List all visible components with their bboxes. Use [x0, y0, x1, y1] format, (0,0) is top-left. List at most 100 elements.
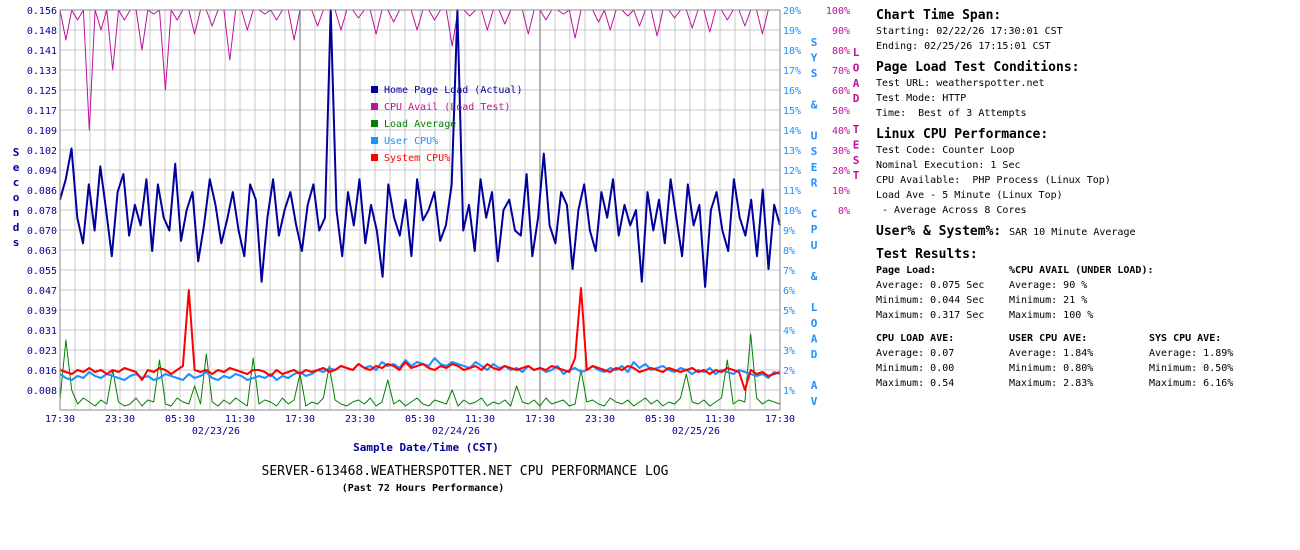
y-tick-label-left: 0.109 [27, 126, 57, 137]
y-tick-label-right-cpu: 2% [783, 366, 795, 377]
test-mode: Test Mode: HTTP [876, 93, 967, 104]
y-tick-label-left: 0.039 [27, 306, 57, 317]
chart-series [59, 9, 781, 407]
y-tick-label-right-load: 50% [832, 106, 850, 117]
series-line-load-average [59, 333, 781, 407]
x-tick-label: 23:30 [585, 414, 615, 425]
user-cpu-avg: Average: 1.84% [1009, 348, 1094, 359]
results-row: Page Load: %CPU AVAIL (UNDER LOAD): [876, 263, 1286, 278]
cpu-avail-head: %CPU AVAIL (UNDER LOAD): [1009, 265, 1154, 276]
y-tick-label-left: 0.086 [27, 186, 57, 197]
y-tick-label-left: 0.094 [27, 166, 57, 177]
y-tick-label-right-cpu: 8% [783, 246, 795, 257]
page-load-min: Minimum: 0.044 Sec [876, 295, 985, 306]
chart-subtitle: (Past 72 Hours Performance) [342, 483, 505, 494]
legend-label: User CPU% [384, 136, 438, 147]
test-url: Test URL: weatherspotter.net [876, 78, 1045, 89]
chart-legend: Home Page Load (Actual) CPU Avail (Load T… [371, 85, 522, 164]
results-row: Maximum: 0.317 Sec Maximum: 100 % [876, 308, 1286, 323]
y-tick-label-right-cpu: 6% [783, 286, 795, 297]
cpu-performance-chart: 0.156 20% 0.148 19% 0.141 18% 0.133 17% 0.125 16%… [13, 6, 860, 494]
y-tick-label-left: 0.148 [27, 26, 57, 37]
averages-row: Average: 0.07 Average: 1.84% Average: 1.… [876, 346, 1286, 361]
averages-row: CPU LOAD AVE: USER CPU AVE: SYS CPU AVE: [876, 331, 1286, 346]
results-title: Test Results: [876, 247, 978, 262]
load-ave-avg: Average: 0.07 [876, 348, 955, 359]
averages-row: Minimum: 0.00 Minimum: 0.80% Minimum: 0.… [876, 361, 1286, 376]
user-cpu-min: Minimum: 0.80% [1009, 363, 1094, 374]
y-tick-label-left: 0.141 [27, 46, 57, 57]
sys-cpu-head: SYS CPU AVE: [1149, 333, 1222, 344]
load-ave-head: CPU LOAD AVE: [876, 333, 955, 344]
series-line-user-cpu [59, 357, 781, 381]
legend-swatch [371, 137, 378, 144]
y-tick-label-right-cpu: 1% [783, 386, 795, 397]
x-tick-label: 11:30 [705, 414, 735, 425]
series-line-home-page-load-actual [59, 9, 781, 288]
y-tick-label-right-cpu: 19% [783, 26, 801, 37]
span-end: Ending: 02/25/26 17:15:01 CST [876, 41, 1051, 52]
x-tick-label: 17:30 [765, 414, 795, 425]
y-tick-label-right-load: 60% [832, 86, 850, 97]
y-tick-label-right-cpu: 10% [783, 206, 801, 217]
y-tick-label-right-cpu: 9% [783, 226, 795, 237]
x-tick-label: 23:30 [345, 414, 375, 425]
nominal-execution: Nominal Execution: 1 Sec [876, 160, 1021, 171]
legend-label: Load Average [384, 119, 456, 130]
series-line-cpu-avail-load-test [59, 9, 780, 131]
sys-cpu-min: Minimum: 0.50% [1149, 363, 1234, 374]
x-tick-label: 17:30 [45, 414, 75, 425]
y-tick-label-right-load: 90% [832, 26, 850, 37]
y-tick-label-left: 0.125 [27, 86, 57, 97]
x-tick-label: 17:30 [285, 414, 315, 425]
y-tick-label-right-cpu: 14% [783, 126, 801, 137]
user-system-value: SAR 10 Minute Average [1009, 227, 1136, 238]
y-tick-label-right-load: 80% [832, 46, 850, 57]
y-tick-label-right-cpu: 18% [783, 46, 801, 57]
y-tick-label-left: 0.133 [27, 66, 57, 77]
x-date-label: 02/23/26 [192, 426, 240, 437]
y-tick-label-left: 0.031 [27, 326, 57, 337]
y-tick-label-right-cpu: 20% [783, 6, 801, 17]
series-line-system-cpu [59, 287, 781, 391]
cpu-avail-avg: Average: 90 % [1009, 280, 1088, 291]
legend-swatch [371, 103, 378, 110]
x-tick-label: 11:30 [225, 414, 255, 425]
y-tick-label-left: 0.078 [27, 206, 57, 217]
y-tick-label-right-cpu: 12% [783, 166, 801, 177]
cpu-avail-max: Maximum: 100 % [1009, 310, 1094, 321]
y-tick-label-left: 0.102 [27, 146, 57, 157]
results-row: Average: 0.075 Sec Average: 90 % [876, 278, 1286, 293]
test-time: Time: Best of 3 Attempts [876, 108, 1027, 119]
y-tick-label-right-load: 10% [832, 186, 850, 197]
user-system-title: User% & System%: [876, 224, 1002, 239]
results-row: Minimum: 0.044 Sec Minimum: 21 % [876, 293, 1286, 308]
axis-ticks: 0.156 20% 0.148 19% 0.141 18% 0.133 17% 0.125 16%… [13, 6, 860, 437]
y-tick-label-left: 0.156 [27, 6, 57, 17]
y-tick-label-right-load: 100% [826, 6, 850, 17]
user-cpu-max: Maximum: 2.83% [1009, 378, 1094, 389]
legend-label: CPU Avail (Load Test) [384, 102, 510, 113]
x-tick-label: 05:30 [645, 414, 675, 425]
sys-cpu-avg: Average: 1.89% [1149, 348, 1234, 359]
y-tick-label-right-cpu: 3% [783, 346, 795, 357]
sys-cpu-max: Maximum: 6.16% [1149, 378, 1234, 389]
cpu-perf-title: Linux CPU Performance: [876, 127, 1049, 142]
load-ave-cores: - Average Across 8 Cores [876, 205, 1027, 216]
x-date-label: 02/24/26 [432, 426, 480, 437]
y-tick-label-left: 0.063 [27, 246, 57, 257]
y-tick-label-right-cpu: 16% [783, 86, 801, 97]
load-ave: Load Ave - 5 Minute (Linux Top) [876, 190, 1063, 201]
page-load-avg: Average: 0.075 Sec [876, 280, 985, 291]
test-code: Test Code: Counter Loop [876, 145, 1015, 156]
plot-border [59, 9, 781, 411]
conditions-title: Page Load Test Conditions: [876, 60, 1080, 75]
load-ave-max: Maximum: 0.54 [876, 378, 955, 389]
y-tick-label-right-cpu: 11% [783, 186, 801, 197]
y-tick-label-left: 0.008 [27, 386, 57, 397]
averages-row: Maximum: 0.54 Maximum: 2.83% Maximum: 6.… [876, 376, 1286, 391]
y-tick-label-right-load: 70% [832, 66, 850, 77]
load-ave-min: Minimum: 0.00 [876, 363, 955, 374]
